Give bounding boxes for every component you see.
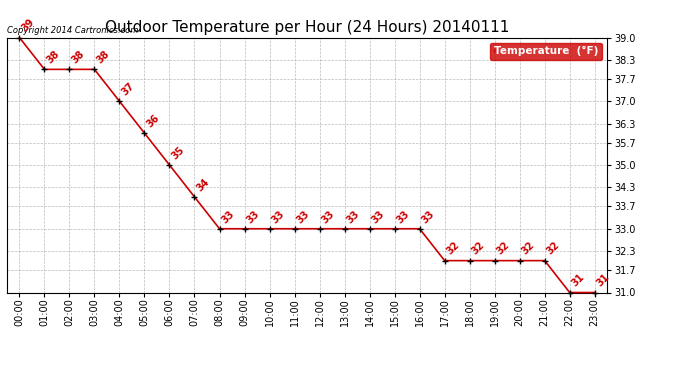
Text: 37: 37 xyxy=(119,81,136,98)
Text: 32: 32 xyxy=(520,240,536,257)
Text: 32: 32 xyxy=(444,240,461,257)
Text: 33: 33 xyxy=(270,208,286,225)
Text: 33: 33 xyxy=(319,208,336,225)
Text: 32: 32 xyxy=(495,240,511,257)
Text: 35: 35 xyxy=(170,144,186,161)
Text: 32: 32 xyxy=(470,240,486,257)
Text: 33: 33 xyxy=(395,208,411,225)
Text: 34: 34 xyxy=(195,176,211,193)
Text: 39: 39 xyxy=(19,17,36,34)
Text: Copyright 2014 Cartronics.com: Copyright 2014 Cartronics.com xyxy=(7,26,138,35)
Legend: Temperature  (°F): Temperature (°F) xyxy=(491,43,602,60)
Text: 33: 33 xyxy=(244,208,261,225)
Text: 32: 32 xyxy=(544,240,561,257)
Text: 33: 33 xyxy=(344,208,361,225)
Text: 31: 31 xyxy=(570,272,586,289)
Text: 38: 38 xyxy=(70,49,86,66)
Text: 38: 38 xyxy=(95,49,111,66)
Text: 33: 33 xyxy=(219,208,236,225)
Title: Outdoor Temperature per Hour (24 Hours) 20140111: Outdoor Temperature per Hour (24 Hours) … xyxy=(105,20,509,35)
Text: 33: 33 xyxy=(420,208,436,225)
Text: 33: 33 xyxy=(370,208,386,225)
Text: 31: 31 xyxy=(595,272,611,289)
Text: 33: 33 xyxy=(295,208,311,225)
Text: 38: 38 xyxy=(44,49,61,66)
Text: 36: 36 xyxy=(144,112,161,129)
